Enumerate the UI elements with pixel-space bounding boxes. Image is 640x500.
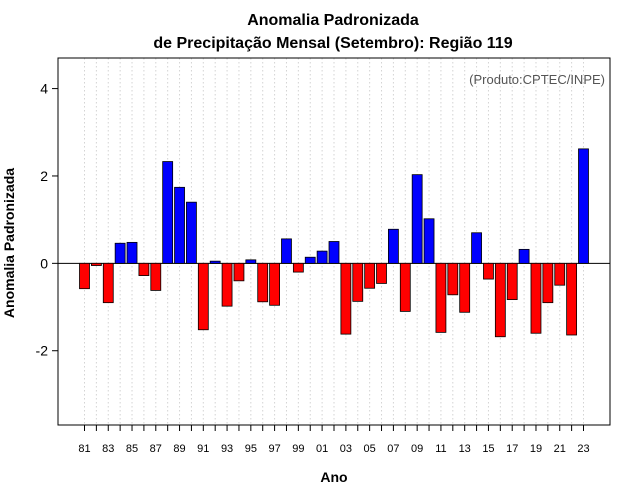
bar-85	[126, 241, 138, 264]
bar-20	[542, 262, 554, 304]
bar-13	[459, 262, 471, 313]
bar-19	[530, 262, 542, 334]
chart-title-line-2: de Precipitação Mensal (Setembro): Regiã…	[153, 35, 512, 52]
x-tick-label: 99	[292, 443, 304, 455]
bar-95	[245, 259, 257, 264]
bar-14	[471, 232, 482, 264]
bar-23	[578, 148, 589, 264]
x-tick-label: 19	[530, 443, 542, 455]
bar-03	[340, 262, 352, 335]
x-tick-label: 23	[577, 443, 589, 455]
bar-02	[328, 241, 340, 264]
x-tick-label: 93	[221, 443, 233, 455]
bar-93	[221, 262, 233, 307]
bar-92	[209, 260, 221, 264]
x-tick-label: 17	[506, 443, 518, 455]
bar-07	[388, 228, 399, 264]
bar-97	[269, 262, 280, 306]
x-tick-label: 11	[435, 443, 446, 455]
y-axis: -2 0 2 4	[36, 81, 58, 359]
bar-89	[174, 186, 185, 264]
chart-title-line-1: Anomalia Padronizada	[247, 12, 419, 29]
bar-04	[352, 262, 364, 302]
bar-15	[483, 262, 494, 280]
x-tick-label: 83	[102, 443, 114, 455]
bar-82	[90, 262, 102, 266]
y-tick-label: -2	[36, 343, 49, 359]
bar-96	[257, 262, 269, 303]
bar-09	[411, 174, 423, 264]
x-tick-label: 15	[482, 443, 494, 455]
x-tick-label: 09	[411, 443, 423, 455]
x-tick-label: 03	[340, 443, 352, 455]
bar-83	[102, 262, 114, 304]
bar-87	[150, 262, 162, 291]
bar-98	[281, 238, 292, 264]
x-tick-label: 01	[316, 443, 328, 455]
bar-91	[197, 262, 209, 331]
x-tick-label: 13	[459, 443, 471, 455]
bar-16	[494, 262, 506, 338]
bar-84	[114, 242, 126, 264]
bar-00	[304, 256, 316, 264]
y-tick-label: 4	[40, 81, 48, 97]
x-tick-label: 97	[268, 443, 280, 455]
y-tick-label: 2	[40, 168, 48, 184]
y-axis-title: Anomalia Padronizada	[1, 168, 17, 318]
bar-12	[447, 262, 459, 296]
x-tick-label: 87	[150, 443, 162, 455]
bar-01	[316, 250, 328, 264]
bar-18	[518, 248, 530, 264]
bar-86	[138, 262, 150, 276]
bar-08	[399, 262, 411, 312]
y-tick-label: 0	[40, 255, 48, 271]
x-tick-label: 21	[554, 443, 566, 455]
x-tick-label: 81	[78, 443, 90, 455]
x-axis: 81 83 85 87 89 91 93 95 97 99 01 03 05 07 09 11 13 15 17 19…	[78, 425, 590, 455]
bars	[79, 148, 589, 338]
x-tick-label: 07	[387, 443, 399, 455]
bar-17	[506, 262, 518, 301]
x-tick-label: 89	[173, 443, 185, 455]
bar-90	[186, 201, 197, 264]
x-tick-label: 05	[364, 443, 376, 455]
x-tick-label: 95	[245, 443, 257, 455]
bar-06	[376, 262, 387, 284]
x-tick-label: 85	[126, 443, 138, 455]
bar-88	[162, 161, 174, 264]
bar-10	[423, 218, 435, 264]
bar-94	[233, 262, 245, 282]
bar-22	[566, 262, 578, 336]
x-axis-title: Ano	[320, 469, 347, 485]
bar-11	[435, 262, 447, 333]
bar-99	[292, 262, 304, 273]
credit-text: (Produto:CPTEC/INPE)	[469, 72, 605, 87]
bar-81	[79, 262, 90, 290]
bar-21	[554, 262, 566, 286]
bar-05	[364, 262, 376, 289]
gridlines	[84, 58, 584, 425]
x-tick-label: 91	[197, 443, 209, 455]
